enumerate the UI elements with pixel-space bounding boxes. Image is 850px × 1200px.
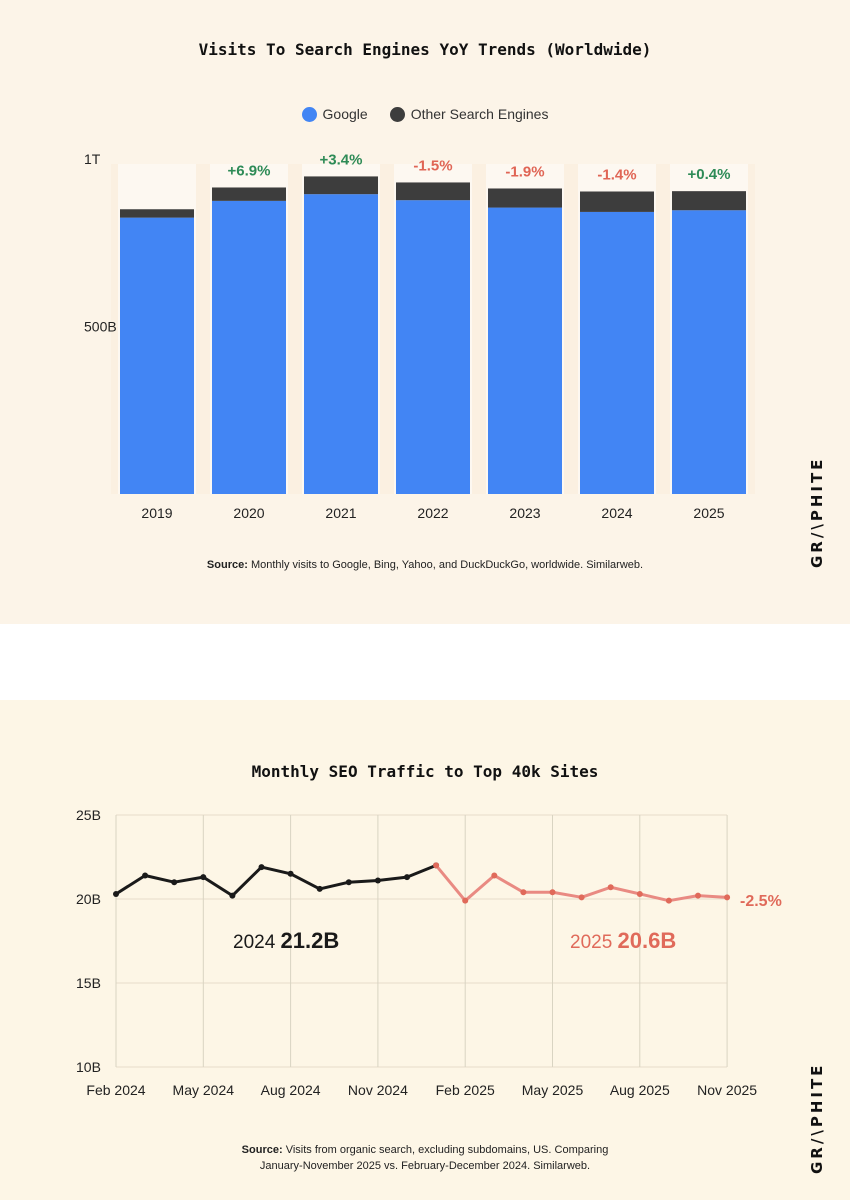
source-note: Source: Monthly visits to Google, Bing, …	[0, 557, 850, 573]
seo-traffic-panel: Monthly SEO Traffic to Top 40k Sites Sou…	[0, 700, 850, 1200]
x-tick-label: 2022	[417, 505, 448, 521]
x-tick-label: Nov 2025	[697, 1082, 757, 1098]
source-note: Source: Visits from organic search, excl…	[0, 1142, 850, 1174]
data-point	[578, 894, 585, 901]
data-point	[520, 889, 527, 896]
data-point	[695, 892, 701, 899]
x-tick-label: 2023	[509, 505, 540, 521]
x-tick-label: 2019	[141, 505, 172, 521]
legend: Google Other Search Engines	[0, 106, 850, 122]
x-tick-label: Aug 2024	[261, 1082, 321, 1098]
data-point	[287, 870, 294, 877]
data-point	[433, 862, 440, 869]
yoy-change-label: +3.4%	[320, 151, 363, 168]
legend-item-google: Google	[301, 106, 368, 122]
legend-label: Google	[322, 106, 368, 122]
bar-other	[120, 209, 194, 218]
bar-google	[212, 200, 286, 494]
data-point	[607, 884, 614, 891]
y-tick-label: 15B	[76, 975, 101, 991]
y-tick-label: 25B	[76, 807, 101, 823]
data-point	[724, 894, 731, 901]
bar-other	[488, 188, 562, 208]
other-swatch	[389, 106, 405, 122]
bar-other	[580, 191, 654, 212]
x-tick-label: May 2024	[173, 1082, 235, 1098]
legend-item-other: Other Search Engines	[389, 106, 549, 122]
x-tick-label: 2020	[233, 505, 264, 521]
bar-google	[396, 200, 470, 494]
bar-other	[672, 191, 746, 211]
x-tick-label: 2025	[693, 505, 724, 521]
bar-other	[212, 187, 286, 201]
chart-title: Visits To Search Engines YoY Trends (Wor…	[198, 40, 652, 59]
google-swatch	[301, 106, 317, 122]
source-text: Visits from organic search, excluding su…	[282, 1144, 609, 1156]
bar-google	[580, 211, 654, 494]
y-tick-label: 20B	[76, 891, 101, 907]
data-point	[549, 889, 556, 896]
y-tick-label: 10B	[76, 1059, 101, 1075]
y-tick-label: 1T	[84, 151, 101, 167]
yoy-change-label: +6.9%	[228, 162, 271, 179]
data-point	[258, 864, 265, 871]
change-label: -2.5%	[740, 893, 782, 910]
data-point	[171, 879, 178, 886]
bar-other	[304, 176, 378, 195]
source-text: January-November 2025 vs. February-Decem…	[259, 1160, 591, 1172]
source-label: Source:	[206, 559, 248, 571]
x-tick-label: Feb 2025	[436, 1082, 495, 1098]
data-point	[665, 897, 672, 904]
data-point	[113, 890, 119, 897]
bar-other	[396, 182, 470, 201]
data-point	[200, 874, 207, 881]
source-label: Source:	[241, 1144, 283, 1156]
x-tick-label: 2024	[601, 505, 632, 521]
data-point	[636, 890, 643, 897]
yoy-change-label: -1.5%	[413, 157, 452, 174]
x-tick-label: Aug 2025	[610, 1082, 670, 1098]
x-tick-label: Feb 2024	[86, 1082, 145, 1098]
data-point	[404, 874, 410, 881]
yoy-change-label: +0.4%	[688, 166, 731, 183]
data-point	[316, 885, 323, 892]
chart-title: Monthly SEO Traffic to Top 40k Sites	[251, 762, 599, 781]
y-tick-label: 500B	[84, 319, 117, 335]
bar-google	[304, 194, 378, 495]
annotation-2024: 2024 21.2B	[233, 928, 339, 953]
data-point	[491, 872, 498, 879]
data-point	[462, 897, 469, 904]
legend-label: Other Search Engines	[410, 106, 549, 122]
bar-google	[120, 217, 194, 494]
x-tick-label: May 2025	[522, 1082, 584, 1098]
bar-google	[488, 207, 562, 494]
x-tick-label: 2021	[325, 505, 356, 521]
yoy-change-label: -1.4%	[597, 166, 636, 183]
data-point	[345, 879, 352, 886]
bar-google	[672, 210, 746, 494]
source-text: Monthly visits to Google, Bing, Yahoo, a…	[247, 559, 644, 571]
data-point	[374, 877, 381, 884]
annotation-2025: 2025 20.6B	[570, 928, 676, 953]
yoy-change-label: -1.9%	[505, 163, 544, 180]
data-point	[229, 892, 236, 899]
data-point	[142, 872, 149, 879]
x-tick-label: Nov 2024	[348, 1082, 408, 1098]
line-2024	[115, 864, 437, 898]
